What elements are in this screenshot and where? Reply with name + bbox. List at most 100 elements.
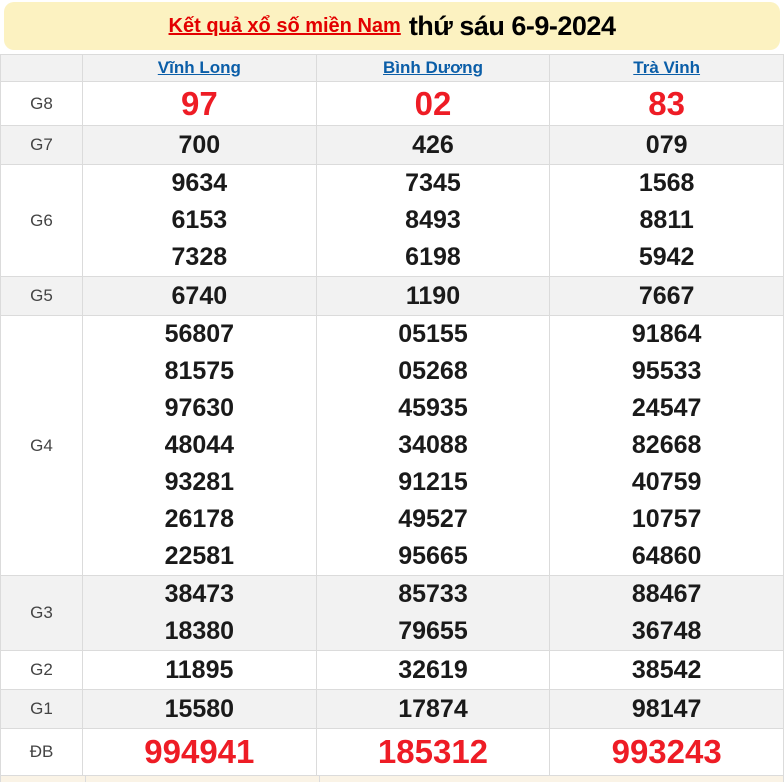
prize-number: 38542 — [631, 656, 702, 684]
prize-number: 48044 — [164, 431, 235, 459]
prize-cell: 97 — [82, 81, 317, 126]
prize-cell: 11895 — [82, 650, 317, 690]
prize-number: 05155 — [398, 320, 468, 348]
prize-cell: 079 — [549, 125, 784, 165]
prize-label: G3 — [0, 575, 83, 651]
prize-number: 02 — [414, 85, 452, 122]
prize-number: 1568 — [638, 169, 695, 197]
prize-number: 98147 — [631, 695, 702, 723]
prize-number: 17874 — [398, 695, 468, 723]
prize-number: 18380 — [164, 617, 235, 645]
prize-cell: 185312 — [315, 728, 551, 776]
prize-number: 91864 — [631, 320, 702, 348]
prize-row-g2: G2 11895 32619 38542 — [0, 650, 784, 690]
prize-number: 994941 — [144, 733, 255, 770]
next-section-edge — [0, 776, 784, 782]
prize-number: 700 — [178, 131, 221, 159]
province-header-row: Vĩnh Long Bình Dương Trà Vinh — [0, 54, 784, 82]
prize-label: G6 — [0, 164, 83, 277]
prize-number: 11895 — [165, 656, 234, 684]
prize-number: 93281 — [164, 468, 235, 496]
draw-date: thứ sáu 6-9-2024 — [408, 10, 616, 41]
prize-number: 185312 — [377, 733, 489, 770]
prize-number: 83 — [648, 85, 686, 122]
prize-label: G1 — [0, 689, 83, 729]
prize-number: 49527 — [398, 505, 468, 533]
prize-number: 79655 — [398, 617, 468, 645]
prize-cell: 02 — [315, 81, 551, 126]
prize-number: 8493 — [405, 206, 461, 234]
province-header: Trà Vinh — [549, 54, 784, 82]
province-link[interactable]: Trà Vinh — [633, 58, 701, 77]
prize-cell: 17874 — [315, 689, 551, 729]
prize-cell: 88467 36748 — [549, 575, 784, 651]
prize-row-g6: G6 9634 6153 7328 7345 8493 6198 1568 8811 5942 — [0, 164, 784, 277]
prize-label: G5 — [0, 276, 83, 316]
prize-number: 6153 — [171, 206, 228, 234]
prize-cell: 85733 79655 — [315, 575, 551, 651]
prize-row-db: ĐB 994941 185312 993243 — [0, 728, 784, 776]
results-table: Vĩnh Long Bình Dương Trà Vinh G8 97 02 83 G7 70… — [0, 54, 784, 776]
province-link[interactable]: Vĩnh Long — [157, 58, 241, 77]
prize-number: 97630 — [164, 394, 235, 422]
prize-cell: 9634 6153 7328 — [82, 164, 317, 277]
province-link[interactable]: Bình Dương — [383, 58, 483, 77]
prize-number: 36748 — [631, 617, 702, 645]
prize-cell: 91864 95533 24547 82668 40759 10757 64860 — [549, 315, 784, 576]
prize-number: 426 — [412, 131, 454, 159]
result-title-link[interactable]: Kết quả xổ số miền Nam — [168, 14, 401, 37]
corner-cell — [0, 54, 83, 82]
prize-cell: 38473 18380 — [82, 575, 317, 651]
prize-number: 95665 — [398, 542, 468, 570]
prize-number: 6740 — [171, 282, 228, 310]
prize-cell: 15580 — [82, 689, 317, 729]
prize-number: 34088 — [398, 431, 468, 459]
prize-row-g4: G4 56807 81575 97630 48044 93281 26178 22581 051… — [0, 315, 784, 576]
prize-row-g3: G3 38473 18380 85733 79655 88467 36748 — [0, 575, 784, 651]
prize-number: 91215 — [398, 468, 468, 496]
prize-cell: 38542 — [549, 650, 784, 690]
prize-number: 7328 — [171, 243, 228, 271]
prize-number: 45935 — [398, 394, 468, 422]
prize-number: 40759 — [631, 468, 702, 496]
prize-row-g7: G7 700 426 079 — [0, 125, 784, 165]
prize-number: 26178 — [164, 505, 235, 533]
prize-number: 6198 — [405, 243, 461, 271]
prize-row-g5: G5 6740 1190 7667 — [0, 276, 784, 316]
prize-number: 7345 — [405, 169, 461, 197]
prize-number: 38473 — [164, 580, 235, 608]
prize-number: 079 — [645, 131, 688, 159]
prize-cell: 7667 — [549, 276, 784, 316]
prize-number: 64860 — [631, 542, 702, 570]
province-header: Vĩnh Long — [82, 54, 317, 82]
prize-number: 24547 — [631, 394, 702, 422]
prize-label: G8 — [0, 81, 83, 126]
prize-number: 5942 — [638, 243, 695, 271]
prize-number: 9634 — [171, 169, 228, 197]
prize-cell: 1190 — [315, 276, 551, 316]
next-section-divider — [319, 776, 320, 782]
results-body: G8 97 02 83 G7 700 426 079 G6 9634 6153 7328 7345 849… — [0, 81, 784, 776]
prize-label: ĐB — [0, 728, 83, 776]
prize-number: 32619 — [398, 656, 468, 684]
prize-number: 1190 — [405, 282, 461, 310]
prize-label: G4 — [0, 315, 83, 576]
prize-cell: 426 — [315, 125, 551, 165]
prize-number: 82668 — [631, 431, 702, 459]
prize-number: 10757 — [631, 505, 702, 533]
prize-number: 7667 — [638, 282, 695, 310]
prize-label: G2 — [0, 650, 83, 690]
prize-number: 8811 — [639, 206, 694, 234]
prize-number: 22581 — [164, 542, 235, 570]
prize-row-g8: G8 97 02 83 — [0, 81, 784, 126]
prize-cell: 7345 8493 6198 — [315, 164, 551, 277]
prize-cell: 1568 8811 5942 — [549, 164, 784, 277]
prize-cell: 993243 — [549, 728, 784, 776]
province-header: Bình Dương — [315, 54, 551, 82]
prize-cell: 98147 — [549, 689, 784, 729]
prize-row-g1: G1 15580 17874 98147 — [0, 689, 784, 729]
prize-cell: 56807 81575 97630 48044 93281 26178 22581 — [82, 315, 317, 576]
prize-number: 15580 — [164, 695, 235, 723]
next-section-divider — [85, 776, 86, 782]
prize-cell: 994941 — [82, 728, 317, 776]
